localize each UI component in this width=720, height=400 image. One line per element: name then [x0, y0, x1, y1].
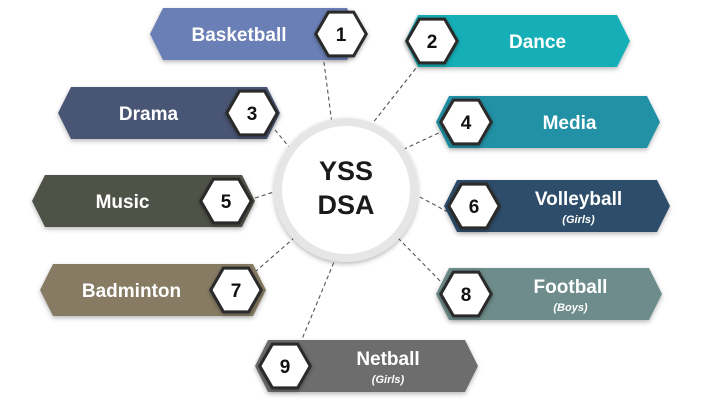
banner-shape	[444, 180, 670, 232]
banner-item: 1 Basketball	[150, 8, 368, 60]
item-label: Media	[543, 113, 597, 134]
center-title-line1: YSS	[319, 156, 373, 186]
item-number: 4	[461, 113, 472, 134]
connector-line	[371, 62, 421, 125]
banners: 1 Basketball 2 Dance 3 Drama 4 Media 5 Music 6 Voll…	[32, 8, 670, 392]
connector-line	[397, 237, 446, 287]
item-label: Music	[96, 192, 150, 213]
item-number: 5	[221, 192, 232, 213]
item-number: 9	[280, 357, 291, 378]
item-label: Football	[534, 277, 608, 298]
connector-line	[254, 191, 275, 199]
item-sublabel: (Boys)	[553, 302, 588, 314]
item-label: Dance	[509, 32, 566, 53]
banner-shape	[436, 268, 662, 320]
banner-shape	[405, 15, 630, 67]
connector-line	[254, 237, 295, 273]
number-hexagon	[317, 13, 365, 55]
number-hexagon	[442, 273, 490, 315]
center-hub: YSS DSA	[274, 118, 418, 262]
banner-shape	[150, 8, 360, 60]
banner-shape	[436, 96, 660, 148]
connector-line	[299, 261, 335, 345]
banner-item: 9 Netball (Girls)	[255, 340, 478, 392]
item-label: Volleyball	[535, 189, 622, 210]
item-number: 8	[461, 285, 472, 306]
number-hexagon	[202, 180, 250, 222]
item-label: Drama	[119, 104, 179, 125]
banner-shape	[255, 340, 478, 392]
number-hexagon	[228, 92, 276, 134]
number-hexagon	[408, 20, 456, 62]
banner-item: 8 Football (Boys)	[436, 268, 662, 320]
item-number: 2	[427, 32, 438, 53]
item-number: 7	[231, 281, 242, 302]
center-circle-inner	[282, 126, 410, 254]
connector-line	[322, 54, 333, 125]
item-sublabel: (Girls)	[562, 214, 595, 226]
connector-lines	[254, 54, 449, 345]
item-sublabel: (Girls)	[372, 374, 405, 386]
connector-line	[401, 129, 446, 151]
number-hexagon	[450, 185, 498, 227]
item-label: Badminton	[82, 281, 181, 302]
item-number: 1	[336, 25, 347, 46]
item-label: Netball	[356, 349, 419, 370]
item-number: 3	[247, 104, 258, 125]
banner-item: 6 Volleyball (Girls)	[444, 180, 670, 232]
number-hexagon	[212, 269, 260, 311]
banner-item: 3 Drama	[58, 87, 280, 139]
banner-item: 7 Badminton	[40, 264, 266, 316]
banner-shape	[40, 264, 266, 316]
banner-shape	[32, 175, 255, 227]
number-hexagon	[442, 101, 490, 143]
connector-line	[417, 195, 449, 213]
center-title-line2: DSA	[317, 190, 374, 220]
number-hexagon	[261, 345, 309, 387]
banner-item: 2 Dance	[405, 15, 630, 67]
item-label: Basketball	[191, 25, 286, 46]
banner-item: 5 Music	[32, 175, 255, 227]
item-number: 6	[469, 197, 480, 218]
connector-line	[274, 129, 291, 149]
banner-shape	[58, 87, 280, 139]
banner-item: 4 Media	[436, 96, 660, 148]
